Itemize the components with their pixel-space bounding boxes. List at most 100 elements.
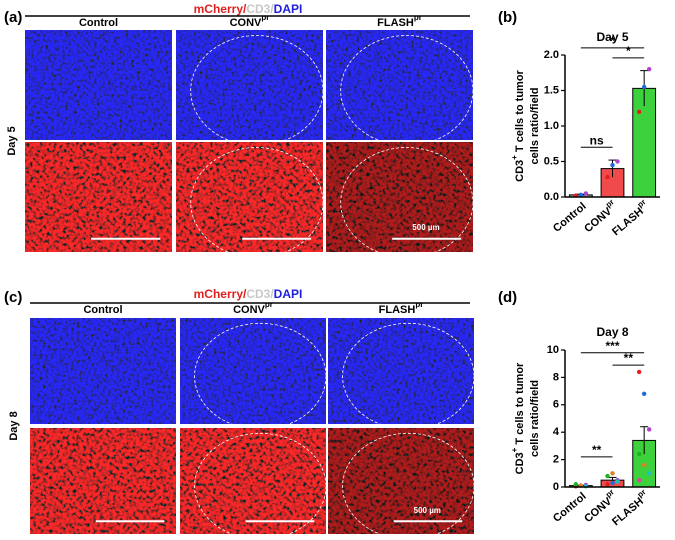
panel-label: (b) xyxy=(498,9,517,26)
data-point xyxy=(646,427,652,432)
column-text: FLASH xyxy=(379,304,416,316)
y-tick-label: 6 xyxy=(553,399,559,411)
micrograph-dapi xyxy=(30,318,176,424)
column-text: Control xyxy=(79,17,118,29)
micrograph-mcherry xyxy=(180,428,326,534)
significance-label: * xyxy=(610,34,615,48)
column-text: CONV xyxy=(230,17,262,29)
y-axis-label-line2: cells ratio/field xyxy=(529,87,541,164)
data-point xyxy=(615,159,620,164)
data-point xyxy=(610,162,615,168)
stain-part: mCherry/ xyxy=(194,287,247,301)
category-sup: pr xyxy=(604,197,616,209)
stain-part: DAPI xyxy=(274,2,303,16)
row-label: Day 8 xyxy=(8,411,20,440)
row-label: Day 5 xyxy=(6,126,18,155)
significance-label: ** xyxy=(624,351,634,365)
y-tick-label: 2 xyxy=(553,454,559,466)
column-text: CONV xyxy=(233,304,265,316)
significance-label: * xyxy=(626,44,631,58)
micrograph-dapi xyxy=(25,30,172,140)
y-axis-label: CD3+ T cells to tumor xyxy=(510,362,526,474)
data-point xyxy=(636,109,642,115)
y-label-main: CD3 xyxy=(514,160,526,182)
data-point xyxy=(610,480,615,486)
data-point xyxy=(605,473,610,479)
stain-part: CD3/ xyxy=(246,2,274,16)
micrograph-mcherry xyxy=(25,142,172,252)
data-point xyxy=(573,482,579,487)
micrograph-mcherry xyxy=(30,428,176,534)
x-tick-label: Control xyxy=(551,200,589,234)
y-label-sup: + xyxy=(510,447,519,452)
panel-label: (c) xyxy=(4,289,22,306)
tumor-outline xyxy=(194,322,327,430)
y-tick-label: 8 xyxy=(553,371,559,383)
y-axis-label: CD3+ T cells to tumor xyxy=(510,69,526,181)
stain-part: DAPI xyxy=(274,287,303,301)
micrograph-dapi xyxy=(180,318,326,424)
column-label: Control xyxy=(79,17,118,29)
tumor-outline xyxy=(194,432,327,540)
data-point xyxy=(583,191,589,196)
stain-part: mCherry/ xyxy=(194,2,247,16)
data-point xyxy=(578,192,584,198)
significance-label: ns xyxy=(590,133,604,147)
chart-title: Day 8 xyxy=(596,325,628,339)
category-text: FLASH xyxy=(610,495,646,528)
chart-title: Day 5 xyxy=(596,30,628,44)
tumor-outline xyxy=(340,147,474,258)
y-label-main: CD3 xyxy=(514,452,526,474)
tumor-outline xyxy=(190,147,324,258)
y-tick-label: 1.0 xyxy=(544,120,559,132)
data-point xyxy=(646,67,652,72)
stain-title: mCherry/CD3/DAPI xyxy=(194,287,303,301)
column-label: CONVpr xyxy=(230,13,270,29)
micrograph-dapi xyxy=(326,30,473,140)
panel-label: (a) xyxy=(4,9,22,26)
category-text: FLASH xyxy=(610,205,646,238)
data-point xyxy=(605,482,610,487)
micrograph-mcherry xyxy=(326,142,473,252)
y-label-rest: T cells to tumor xyxy=(514,69,526,155)
column-sup: pr xyxy=(265,300,273,309)
data-point xyxy=(610,471,615,476)
column-label: FLASHpr xyxy=(377,13,422,29)
column-label: FLASHpr xyxy=(379,300,424,316)
micrograph-dapi xyxy=(328,318,474,424)
data-point xyxy=(636,477,642,483)
category-text: Control xyxy=(551,490,589,524)
column-label: CONVpr xyxy=(233,300,273,316)
category-sup: pr xyxy=(636,197,648,209)
y-label-rest: T cells to tumor xyxy=(514,362,526,448)
y-label-sup: + xyxy=(510,155,519,160)
y-tick-label: 10 xyxy=(547,344,559,356)
x-tick-label: Control xyxy=(551,490,589,524)
micrograph-mcherry xyxy=(328,428,474,534)
column-sup: pr xyxy=(414,13,422,22)
category-text: Control xyxy=(551,200,589,234)
data-point xyxy=(646,471,652,476)
column-text: FLASH xyxy=(377,17,414,29)
scale-label: 500 µm xyxy=(414,506,441,515)
stain-title: mCherry/CD3/DAPI xyxy=(194,2,303,16)
data-point xyxy=(641,84,647,90)
y-tick-label: 2.0 xyxy=(544,49,559,61)
y-tick-label: 1.5 xyxy=(544,84,559,96)
y-tick-label: 0.0 xyxy=(544,191,559,203)
data-point xyxy=(641,391,647,397)
column-label: Control xyxy=(83,304,122,316)
category-sup: pr xyxy=(604,487,616,499)
column-sup: pr xyxy=(261,13,269,22)
column-sup: pr xyxy=(415,300,423,309)
data-point xyxy=(615,479,620,484)
stain-part: CD3/ xyxy=(246,287,274,301)
y-axis-label-line2: cells ratio/field xyxy=(529,380,541,457)
significance-label: *** xyxy=(605,339,619,353)
y-tick-label: 0.5 xyxy=(544,155,559,167)
category-sup: pr xyxy=(636,487,648,499)
panel-label: (d) xyxy=(498,289,517,306)
data-point xyxy=(636,451,642,457)
data-point xyxy=(641,462,647,468)
